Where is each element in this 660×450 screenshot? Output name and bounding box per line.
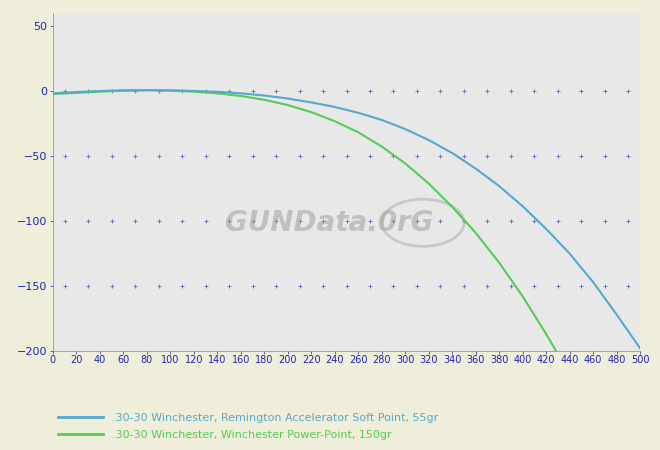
Legend: .30-30 Winchester, Remington Accelerator Soft Point, 55gr, .30-30 Winchester, Wi: .30-30 Winchester, Remington Accelerator…	[58, 413, 438, 440]
Text: GUNData.0rG: GUNData.0rG	[224, 209, 433, 237]
